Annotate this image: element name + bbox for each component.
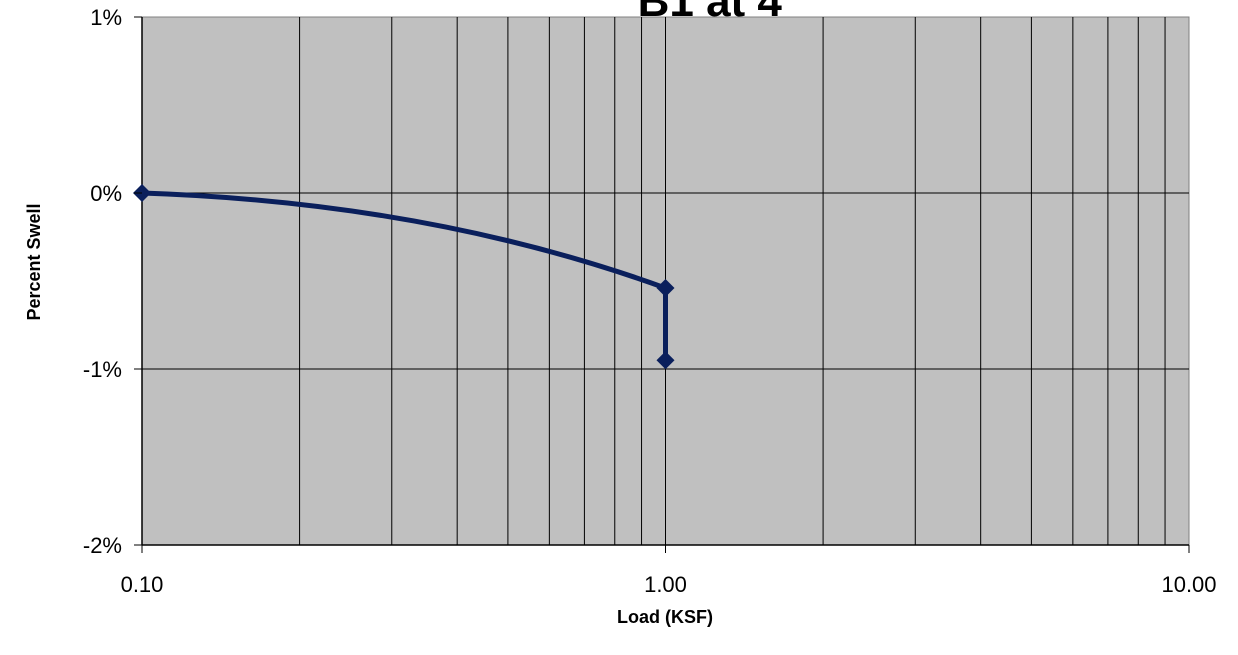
y-tick-label: -1% — [83, 357, 122, 382]
y-tick-label: 1% — [90, 5, 122, 30]
x-tick-label: 10.00 — [1161, 572, 1216, 597]
x-axis-label: Load (KSF) — [617, 607, 713, 627]
y-tick-labels: 1% 0% -1% -2% — [83, 5, 142, 558]
y-axis-label: Percent Swell — [24, 203, 44, 320]
y-tick-label: -2% — [83, 533, 122, 558]
x-tick-label: 1.00 — [644, 572, 687, 597]
chart-title: B1 at 4' — [638, 0, 793, 26]
y-tick-label: 0% — [90, 181, 122, 206]
x-tick-label: 0.10 — [121, 572, 164, 597]
x-tick-labels: 0.10 1.00 10.00 — [121, 545, 1217, 597]
